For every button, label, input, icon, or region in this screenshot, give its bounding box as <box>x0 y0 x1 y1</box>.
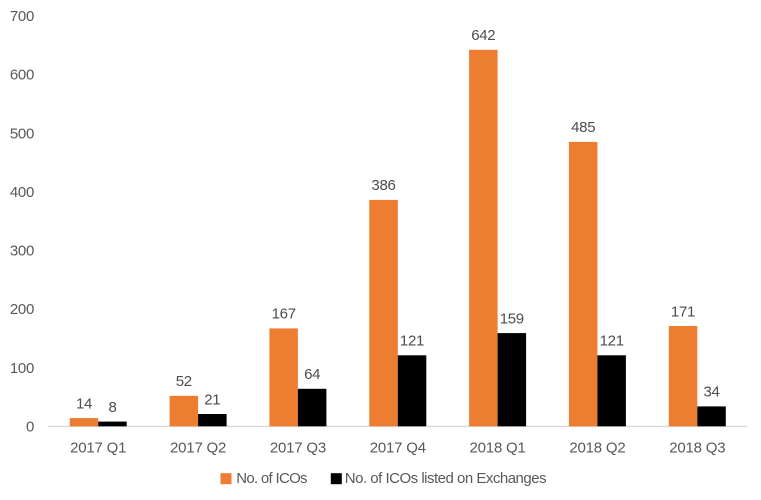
svg-text:52: 52 <box>176 373 192 390</box>
svg-text:400: 400 <box>10 184 34 201</box>
svg-text:485: 485 <box>571 119 595 136</box>
svg-text:300: 300 <box>10 243 34 260</box>
svg-text:34: 34 <box>703 384 719 401</box>
svg-text:2018 Q2: 2018 Q2 <box>569 439 625 456</box>
svg-text:100: 100 <box>10 360 34 377</box>
svg-text:No. of ICOs listed on Exchange: No. of ICOs listed on Exchanges <box>345 470 546 487</box>
svg-text:500: 500 <box>10 125 34 142</box>
svg-text:No. of ICOs: No. of ICOs <box>236 470 307 487</box>
svg-text:386: 386 <box>371 177 395 194</box>
svg-text:171: 171 <box>671 303 695 320</box>
svg-text:600: 600 <box>10 67 34 84</box>
svg-text:0: 0 <box>26 419 34 436</box>
svg-text:167: 167 <box>272 306 296 323</box>
svg-text:21: 21 <box>204 391 220 408</box>
svg-text:121: 121 <box>600 333 624 350</box>
svg-text:2017 Q2: 2017 Q2 <box>170 439 226 456</box>
svg-text:64: 64 <box>304 366 320 383</box>
svg-text:8: 8 <box>108 399 116 416</box>
svg-text:121: 121 <box>400 333 424 350</box>
svg-text:200: 200 <box>10 301 34 318</box>
svg-text:2018 Q1: 2018 Q1 <box>470 439 526 456</box>
svg-text:2018 Q3: 2018 Q3 <box>669 439 725 456</box>
svg-text:14: 14 <box>76 395 92 412</box>
svg-text:2017 Q4: 2017 Q4 <box>370 439 426 456</box>
svg-text:2017 Q3: 2017 Q3 <box>270 439 326 456</box>
svg-text:159: 159 <box>500 310 524 327</box>
svg-text:700: 700 <box>10 8 34 25</box>
svg-text:642: 642 <box>471 27 495 44</box>
svg-text:2017 Q1: 2017 Q1 <box>70 439 126 456</box>
